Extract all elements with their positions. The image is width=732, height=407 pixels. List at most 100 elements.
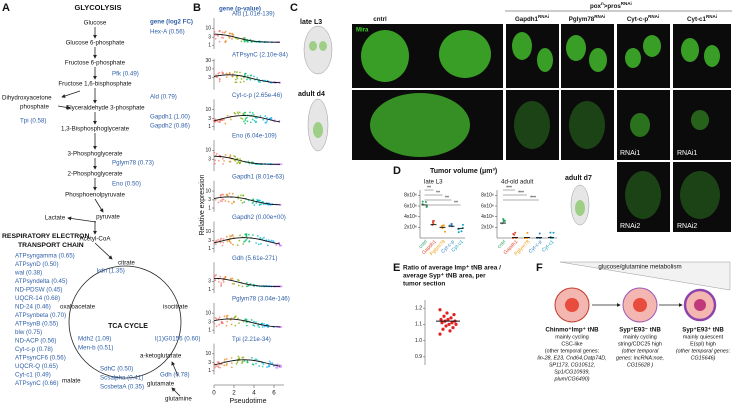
column-header: gene (p-value): [219, 6, 261, 13]
significance: ***: [518, 190, 524, 196]
cell-dot: [256, 77, 259, 79]
x-tick-label: 4: [252, 390, 256, 397]
cell-dot: [243, 120, 245, 123]
cell-dot: [224, 200, 227, 202]
cell-dot: [226, 314, 229, 317]
cell-dot: [214, 279, 217, 282]
cell-dot: [228, 72, 231, 75]
section-title: RESPIRATORY ELECTRON: [2, 233, 89, 240]
cell-dot: [254, 358, 257, 361]
column-sup: RNAi: [648, 14, 659, 19]
cell-dot: [231, 75, 234, 78]
chart-title: Tumor volume (μm³): [430, 168, 497, 175]
cell-dot: [250, 41, 253, 44]
cell-note: string/CDC25 high: [618, 341, 662, 347]
y-tick-label: 1: [208, 205, 211, 211]
gene-label: ATPsynC (2.10e-84): [232, 51, 288, 58]
cell-dot: [234, 155, 237, 158]
cell-dot: [230, 366, 233, 369]
cell-dot: [246, 281, 248, 284]
cell-dot: [250, 74, 252, 77]
gene-label: Eno (6.04e-109): [232, 133, 277, 140]
cell-dot: [252, 363, 255, 366]
cell-dot: [217, 201, 220, 204]
y-tick-label: 2x10⁶: [404, 225, 417, 231]
cell-dot: [276, 363, 279, 366]
cell-dot: [243, 359, 246, 362]
metabolite: citrate: [118, 260, 135, 267]
cell-dot: [213, 151, 216, 154]
cell-dot: [251, 202, 254, 204]
cell-dot: [261, 326, 264, 328]
panel-label: F: [536, 262, 543, 274]
cell-dot: [230, 357, 233, 359]
cell-dot: [234, 324, 237, 327]
cell-dot: [231, 192, 234, 195]
cell-dot: [223, 364, 226, 367]
trend-curve: [213, 155, 280, 165]
cell-dot: [231, 282, 234, 285]
cell-dot: [253, 320, 255, 323]
cell-dot: [221, 31, 224, 34]
y-tick-label: 1: [208, 124, 211, 130]
cell-note: (other temporal: [622, 348, 659, 354]
cell-dot: [246, 324, 248, 327]
rnai-label: RNAi2: [677, 223, 697, 230]
cell-dot: [236, 111, 239, 114]
cell-dot: [225, 358, 228, 360]
cell-dot: [243, 80, 245, 83]
trend-curve: [213, 115, 281, 123]
point: [442, 314, 446, 318]
cell-dot: [253, 75, 255, 78]
cell-dot: [223, 31, 226, 34]
point: [440, 321, 444, 325]
cell-dot: [213, 275, 216, 278]
column-name: cntrl: [373, 16, 387, 23]
cell-dot: [250, 356, 253, 359]
point: [425, 205, 428, 208]
enzyme: Men-b (0.51): [78, 345, 113, 352]
cell-dot: [226, 363, 228, 365]
x-tick-label: Cyt-c1: [541, 239, 556, 254]
cell-dot: [237, 317, 239, 320]
cell-dot: [229, 154, 232, 157]
cell-dot: [253, 204, 256, 206]
cell-dot: [259, 115, 262, 117]
cell-dot: [225, 316, 228, 319]
cell-dot: [235, 76, 238, 78]
cell-dot: [266, 120, 269, 122]
row-label: late L3: [300, 19, 322, 26]
point: [449, 316, 453, 320]
cell-dot: [232, 200, 235, 203]
cell-dot: [237, 284, 240, 287]
cell-diagram: [554, 261, 731, 323]
cell-dot: [213, 31, 216, 33]
metabolite: oxaloacetate: [60, 304, 96, 311]
enzyme: l(1)G0156 (0.60): [155, 336, 200, 343]
metabolite: pyruvate: [96, 214, 120, 221]
enzyme: SdhC (0.50): [100, 366, 133, 373]
enzyme: Scsalpha (0.41): [100, 375, 143, 382]
chart-subtitle: 4d-old adult: [501, 179, 534, 186]
point: [439, 317, 443, 322]
cell-dot: [218, 316, 221, 319]
cell-dot: [245, 321, 248, 324]
cell-dot: [227, 200, 230, 203]
cell-dot: [217, 238, 219, 241]
gene-label: Gapdh1 (8.01e-63): [232, 173, 284, 180]
cell-dot: [256, 235, 259, 237]
cell-title: Syp⁺E93⁻ tNB: [619, 327, 661, 334]
cell-dot: [217, 159, 220, 162]
y-tick-label: 30: [205, 58, 211, 64]
cell-dot: [213, 34, 216, 37]
cell-dot: [221, 200, 223, 203]
cell-dot: [245, 318, 248, 321]
cell-dot: [249, 121, 252, 124]
cell-dot: [270, 118, 273, 120]
rnai-label: RNAi1: [620, 150, 640, 157]
y-tick-label: 1: [208, 43, 211, 49]
cell-dot: [264, 115, 267, 117]
cell-dot: [226, 194, 229, 197]
etc-gene: blw (0.75): [15, 329, 42, 336]
cell-dot: [242, 112, 245, 115]
